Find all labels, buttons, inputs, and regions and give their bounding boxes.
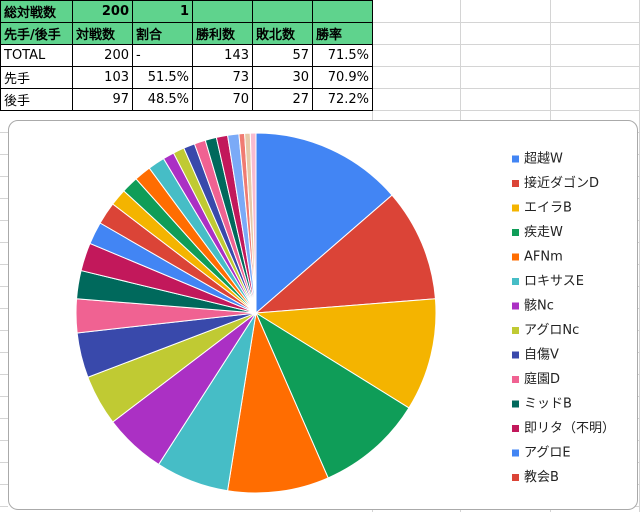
cell: 27 <box>252 88 313 111</box>
empty-cell <box>252 0 313 23</box>
legend-label: ミッドB <box>524 397 572 412</box>
legend-swatch <box>512 180 519 187</box>
pie-slice <box>254 311 410 479</box>
cell: 勝率 <box>312 22 373 45</box>
cell: 97 <box>72 88 133 111</box>
legend-swatch <box>512 253 519 261</box>
legend-label: 教会B <box>524 469 559 485</box>
empty-cell <box>192 0 253 23</box>
cell: 敗北数 <box>252 22 313 45</box>
cell: - <box>132 44 193 67</box>
cell: 103 <box>72 66 133 89</box>
sheet-row: 先手 103 51.5% 73 30 70.9% <box>0 66 373 89</box>
legend-swatch <box>512 229 519 236</box>
legend-swatch <box>512 302 519 310</box>
legend-label: 即リタ（不明） <box>524 421 615 436</box>
cell: 71.5% <box>312 44 373 67</box>
legend-label: 超越W <box>524 152 563 167</box>
cell: 総対戦数 <box>0 0 73 23</box>
cell: 割合 <box>132 22 193 45</box>
sheet-row: 先手/後手 対戦数 割合 勝利数 敗北数 勝率 <box>0 22 373 45</box>
cell: 勝利数 <box>192 22 253 45</box>
sheet-table: 総対戦数 200 1 先手/後手 対戦数 割合 勝利数 敗北数 勝率 TOTAL 200-143 57… <box>0 0 373 111</box>
legend-swatch <box>512 449 519 457</box>
cell: 57 <box>252 44 313 67</box>
cell: 先手 <box>0 66 73 89</box>
legend-label: 自傷V <box>524 348 559 363</box>
pie-slice <box>249 132 257 314</box>
chart-frame: 超越W 接近ダゴンD エイラB 疾走W AFNm ロキサスE 骸Nc アグロNc 自傷V 庭園D ミ… <box>8 120 638 510</box>
pie-slice <box>226 311 329 494</box>
cell: 1 <box>132 0 193 23</box>
cell: 73 <box>192 66 253 89</box>
legend-swatch <box>512 400 519 408</box>
empty-cell <box>312 0 373 23</box>
legend-swatch <box>512 351 519 359</box>
legend-label: 接近ダゴンD <box>524 175 599 191</box>
legend-swatch <box>512 204 519 212</box>
sheet-row: TOTAL 200-143 57 71.5% <box>0 44 373 67</box>
legend-swatch <box>512 327 519 334</box>
legend-label: アグロE <box>524 446 571 461</box>
pie-slice <box>255 132 393 315</box>
cell: 143 <box>192 44 253 67</box>
cell: 70 <box>192 88 253 111</box>
legend-label: AFNm <box>524 250 563 265</box>
cell: 対戦数 <box>72 22 133 45</box>
legend-label: 骸Nc <box>524 299 554 314</box>
cell: 70.9% <box>312 66 373 89</box>
legend-label: アグロNc <box>524 323 579 338</box>
cell: 先手/後手 <box>0 22 73 45</box>
legend-swatch <box>512 474 519 481</box>
cell: 200 <box>72 44 133 67</box>
cell: 72.2% <box>312 88 373 111</box>
cell: 51.5% <box>132 66 193 89</box>
pie-slice <box>254 194 436 314</box>
chart: 超越W 接近ダゴンD エイラB 疾走W AFNm ロキサスE 骸Nc アグロNc 自傷V 庭園D ミ… <box>75 132 615 494</box>
pie-slice <box>254 298 437 409</box>
legend-swatch <box>512 425 519 432</box>
legend-swatch <box>512 376 519 383</box>
legend-label: 庭園D <box>524 371 560 387</box>
cell: 200 <box>72 0 133 23</box>
legend-swatch <box>512 155 519 163</box>
cell: TOTAL <box>0 44 73 67</box>
cell: 30 <box>252 66 313 89</box>
cell: 後手 <box>0 88 73 111</box>
legend-swatch <box>512 278 519 285</box>
sheet-row: 総対戦数 200 1 <box>0 0 373 23</box>
cell: 48.5% <box>132 88 193 111</box>
legend-label: 疾走W <box>524 225 563 240</box>
legend-label: エイラB <box>524 201 572 216</box>
legend-label: ロキサスE <box>524 274 584 289</box>
sheet-row: 後手 97 48.5% 70 27 72.2% <box>0 88 373 111</box>
